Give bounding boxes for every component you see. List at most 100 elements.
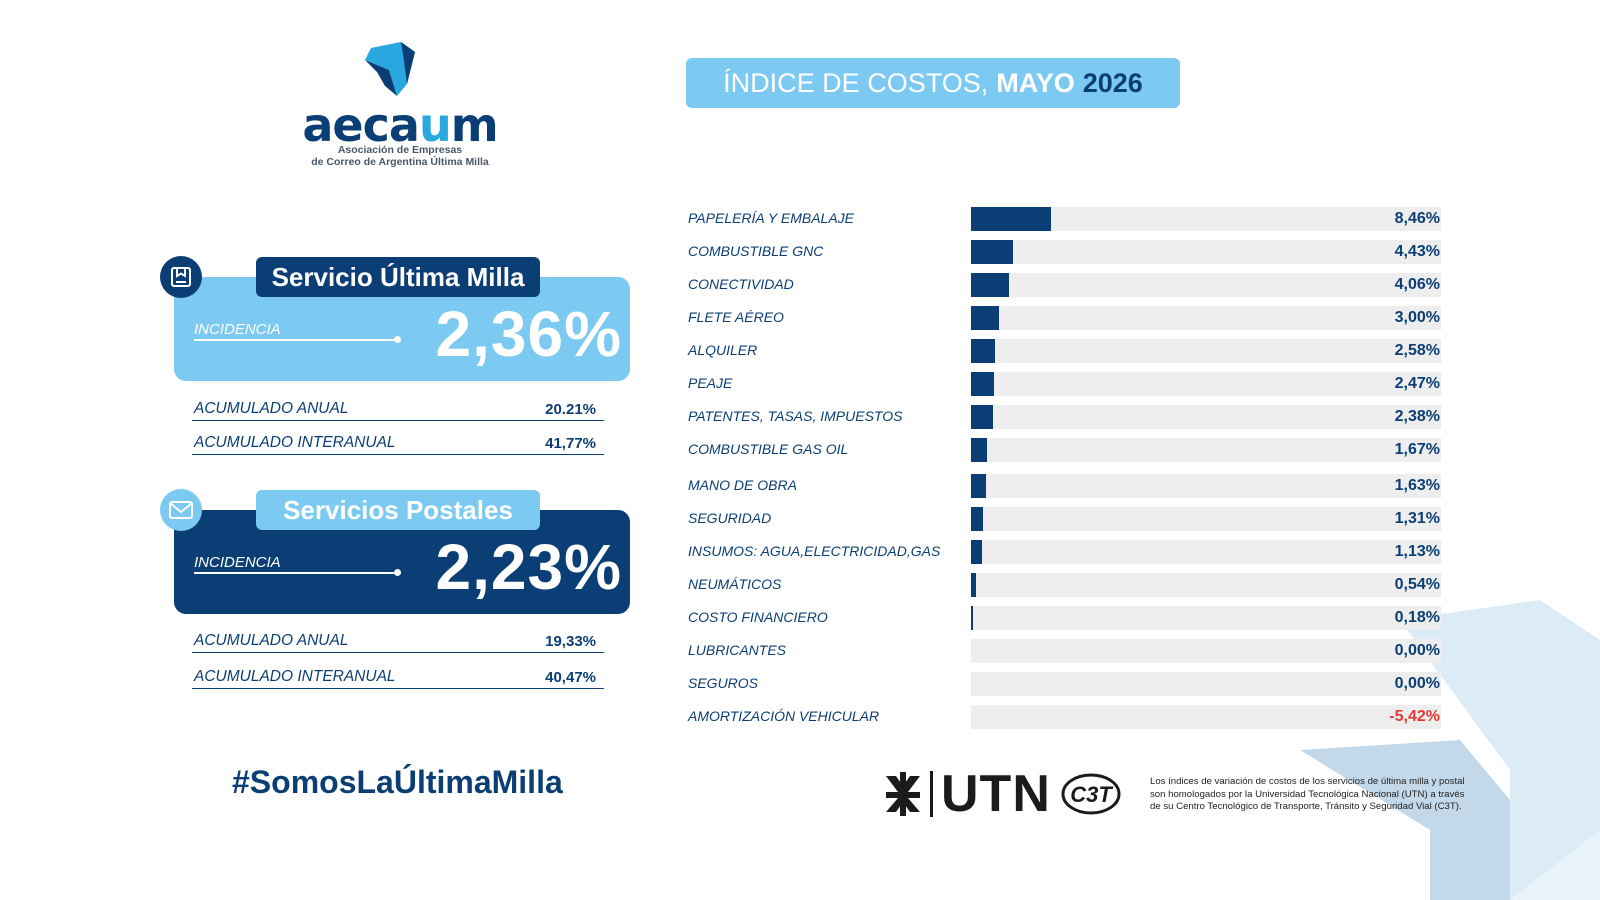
bar-value-label: 0,18% bbox=[1394, 609, 1440, 626]
ultima-milla-acc-interannual: ACUMULADO INTERANUAL 41,77% bbox=[192, 428, 604, 455]
bar bbox=[971, 273, 1010, 297]
bar-category-label: NEUMÁTICOS bbox=[688, 576, 782, 592]
bar-row: PATENTES, TASAS, IMPUESTOS 2,38% bbox=[686, 405, 1442, 429]
logo-subtitle-line2: de Correo de Argentina Última Milla bbox=[311, 156, 489, 168]
utn-separator bbox=[930, 771, 933, 817]
header-month: MAYO bbox=[996, 67, 1075, 98]
incidence-line bbox=[194, 339, 394, 341]
bar-category-label: ALQUILER bbox=[688, 342, 758, 358]
index-header: ÍNDICE DE COSTOS, MAYO 2026 bbox=[686, 58, 1180, 108]
bar bbox=[971, 405, 994, 429]
aecaum-logo-mark bbox=[365, 42, 415, 96]
bar-value-label: 1,63% bbox=[1394, 477, 1440, 494]
ultima-milla-title: Servicio Última Milla bbox=[256, 257, 540, 297]
bar-track bbox=[971, 405, 1441, 429]
postales-acc-interannual: ACUMULADO INTERANUAL 40,47% bbox=[192, 662, 604, 689]
bar-track bbox=[971, 438, 1441, 462]
hashtag: #SomosLaÚltimaMilla bbox=[232, 764, 563, 800]
bar bbox=[971, 573, 977, 597]
bar-category-label: INSUMOS: AGUA,ELECTRICIDAD,GAS bbox=[688, 543, 941, 559]
bar-value-label: 2,38% bbox=[1394, 408, 1440, 425]
bar-track bbox=[971, 306, 1441, 330]
utn-text: UTN bbox=[941, 765, 1051, 823]
bar-row: PEAJE 2,47% bbox=[686, 372, 1442, 396]
bar-category-label: COMBUSTIBLE GNC bbox=[688, 243, 824, 259]
bar-category-label: FLETE AÉREO bbox=[688, 309, 784, 325]
footnote-line2: son homologados por la Universidad Tecno… bbox=[1150, 788, 1465, 800]
header-year: 2026 bbox=[1082, 67, 1143, 98]
bar-track bbox=[971, 573, 1441, 597]
ultima-milla-acc-annual: ACUMULADO ANUAL 20.21% bbox=[192, 394, 604, 421]
bar-row: COSTO FINANCIERO 0,18% bbox=[686, 606, 1442, 630]
bar-value-label: 4,43% bbox=[1394, 243, 1440, 260]
acc-annual-value: 20.21% bbox=[545, 401, 596, 418]
bar bbox=[971, 339, 996, 363]
bar-track bbox=[971, 372, 1441, 396]
bar-value-label: 1,67% bbox=[1394, 441, 1440, 458]
postales-card: INCIDENCIA 2,23% bbox=[174, 510, 630, 614]
bar-value-label: -5,42% bbox=[1389, 708, 1440, 725]
bar-row: SEGUROS 0,00% bbox=[686, 672, 1442, 696]
box-icon bbox=[160, 256, 202, 298]
c3t-logo: C3T bbox=[1060, 772, 1122, 816]
bar-value-label: 1,31% bbox=[1394, 510, 1440, 527]
bar-category-label: LUBRICANTES bbox=[688, 642, 787, 658]
bar-category-label: COMBUSTIBLE GAS OIL bbox=[688, 441, 849, 457]
bar-track bbox=[971, 507, 1441, 531]
bar bbox=[971, 306, 1000, 330]
bar bbox=[971, 474, 987, 498]
utn-emblem-icon bbox=[886, 772, 920, 816]
bar-row: LUBRICANTES 0,00% bbox=[686, 639, 1442, 663]
acc-interannual-value: 41,77% bbox=[545, 435, 596, 452]
bar-value-label: 2,47% bbox=[1394, 375, 1440, 392]
incidence-line bbox=[194, 572, 394, 574]
aecaum-logo: aecaum Asociación de Empresas de Correo … bbox=[285, 40, 515, 175]
header-prefix: ÍNDICE DE COSTOS, bbox=[723, 67, 989, 98]
bar-category-label: CONECTIVIDAD bbox=[688, 276, 794, 292]
bar bbox=[971, 207, 1051, 231]
bar-category-label: SEGUROS bbox=[688, 675, 759, 691]
incidence-dot bbox=[394, 336, 401, 343]
bar-value-label: 3,00% bbox=[1394, 309, 1440, 326]
ultima-milla-incidence-value: 2,36% bbox=[435, 298, 622, 370]
bar-track bbox=[971, 540, 1441, 564]
bar-track bbox=[971, 273, 1441, 297]
postales-title: Servicios Postales bbox=[256, 490, 540, 530]
acc-interannual-label: ACUMULADO INTERANUAL bbox=[194, 434, 396, 451]
bar-row: NEUMÁTICOS 0,54% bbox=[686, 573, 1442, 597]
acc-interannual-value: 40,47% bbox=[545, 669, 596, 686]
bar bbox=[971, 438, 987, 462]
utn-logo: UTN bbox=[884, 768, 1051, 820]
bar bbox=[971, 606, 973, 630]
logo-subtitle-line1: Asociación de Empresas bbox=[337, 144, 463, 156]
footnote-line1: Los índices de variación de costos de lo… bbox=[1150, 776, 1465, 787]
bar-value-label: 1,13% bbox=[1394, 543, 1440, 560]
bar-value-label: 4,06% bbox=[1394, 276, 1440, 293]
bar-category-label: SEGURIDAD bbox=[688, 510, 772, 526]
bar-row: PAPELERÍA Y EMBALAJE 8,46% bbox=[686, 207, 1442, 231]
acc-annual-label: ACUMULADO ANUAL bbox=[194, 632, 349, 649]
bar-row: INSUMOS: AGUA,ELECTRICIDAD,GAS 1,13% bbox=[686, 540, 1442, 564]
footnote-line3: de su Centro Tecnológico de Transporte, … bbox=[1150, 801, 1462, 812]
bar-track bbox=[971, 705, 1441, 729]
bar bbox=[971, 240, 1013, 264]
c3t-text: C3T bbox=[1070, 782, 1113, 807]
bar-row: MANO DE OBRA 1,63% bbox=[686, 474, 1442, 498]
bar bbox=[971, 372, 995, 396]
bar-track bbox=[971, 339, 1441, 363]
postales-incidence-label: INCIDENCIA bbox=[194, 554, 281, 571]
bar-value-label: 0,54% bbox=[1394, 576, 1440, 593]
bar-category-label: MANO DE OBRA bbox=[688, 477, 797, 493]
bar-row: SEGURIDAD 1,31% bbox=[686, 507, 1442, 531]
acc-interannual-label: ACUMULADO INTERANUAL bbox=[194, 668, 396, 685]
bar-value-label: 2,58% bbox=[1394, 342, 1440, 359]
bar-value-label: 8,46% bbox=[1394, 210, 1440, 227]
bar-row: CONECTIVIDAD 4,06% bbox=[686, 273, 1442, 297]
bar-row: COMBUSTIBLE GNC 4,43% bbox=[686, 240, 1442, 264]
envelope-icon bbox=[160, 489, 202, 531]
bar-track bbox=[971, 240, 1441, 264]
postales-acc-annual: ACUMULADO ANUAL 19,33% bbox=[192, 626, 604, 653]
decorative-arrow-shapes bbox=[1300, 600, 1600, 900]
bar-category-label: COSTO FINANCIERO bbox=[688, 609, 828, 625]
bar-row: AMORTIZACIÓN VEHICULAR -5,42% bbox=[686, 705, 1442, 729]
